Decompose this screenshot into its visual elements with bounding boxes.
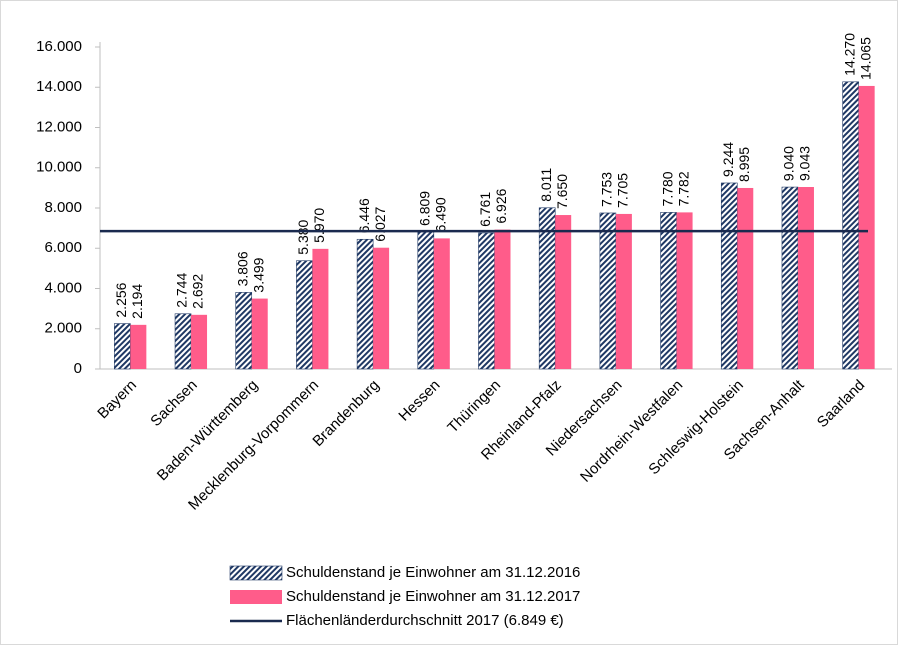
value-label: 7.753 bbox=[599, 172, 615, 207]
legend-label: Schuldenstand je Einwohner am 31.12.2017 bbox=[286, 588, 580, 605]
bar bbox=[842, 81, 859, 370]
legend-swatch bbox=[230, 590, 282, 604]
bar bbox=[555, 215, 572, 369]
value-label: 3.499 bbox=[250, 257, 266, 292]
bar bbox=[114, 323, 131, 370]
bar bbox=[174, 313, 192, 370]
value-label: 2.256 bbox=[113, 282, 129, 317]
value-label: 6.809 bbox=[417, 191, 433, 226]
value-label: 6.490 bbox=[433, 197, 449, 232]
value-label: 8.995 bbox=[736, 147, 752, 182]
bar bbox=[781, 186, 799, 370]
y-tick-label: 8.000 bbox=[44, 199, 82, 216]
bar bbox=[251, 298, 268, 369]
y-tick-label: 12.000 bbox=[36, 118, 82, 135]
y-tick-label: 2.000 bbox=[44, 320, 82, 337]
bar bbox=[720, 182, 738, 370]
value-label: 9.043 bbox=[797, 146, 813, 181]
bar bbox=[235, 292, 253, 370]
legend-label: Schuldenstand je Einwohner am 31.12.2016 bbox=[286, 564, 580, 581]
y-tick-label: 4.000 bbox=[44, 279, 82, 296]
bar bbox=[494, 229, 511, 369]
bar bbox=[660, 212, 677, 370]
value-label: 7.782 bbox=[675, 171, 691, 206]
value-label: 2.744 bbox=[174, 273, 190, 308]
bar bbox=[615, 213, 632, 369]
bar bbox=[599, 212, 617, 370]
value-label: 6.761 bbox=[477, 192, 493, 227]
value-label: 8.011 bbox=[538, 168, 554, 202]
value-label: 5.970 bbox=[311, 208, 327, 243]
bar bbox=[797, 187, 814, 369]
value-label: 14.065 bbox=[857, 37, 873, 80]
value-label: 2.194 bbox=[129, 284, 145, 319]
y-tick-label: 10.000 bbox=[36, 159, 82, 176]
y-tick-label: 14.000 bbox=[36, 78, 82, 95]
bar bbox=[296, 260, 313, 370]
value-label: 6.446 bbox=[356, 198, 372, 233]
value-label: 9.244 bbox=[720, 142, 736, 177]
bar bbox=[130, 324, 147, 369]
bar bbox=[858, 85, 875, 370]
value-label: 6.027 bbox=[372, 206, 388, 241]
bar bbox=[417, 231, 435, 370]
bar bbox=[312, 248, 329, 369]
bar bbox=[356, 238, 374, 370]
value-label: 7.780 bbox=[659, 171, 675, 206]
bar bbox=[676, 212, 693, 369]
y-tick-label: 6.000 bbox=[44, 239, 82, 256]
legend-swatch bbox=[229, 565, 283, 581]
y-tick-label: 0 bbox=[74, 360, 82, 377]
bar bbox=[478, 232, 495, 370]
value-label: 7.705 bbox=[615, 173, 631, 208]
value-label: 3.806 bbox=[234, 251, 250, 286]
value-label: 5.380 bbox=[295, 219, 311, 254]
bar bbox=[191, 314, 208, 369]
value-label: 9.040 bbox=[781, 146, 797, 181]
bar bbox=[373, 247, 390, 369]
y-tick-label: 16.000 bbox=[36, 38, 82, 55]
value-label: 6.926 bbox=[493, 188, 509, 223]
value-label: 7.650 bbox=[554, 174, 570, 209]
value-label: 2.692 bbox=[190, 274, 206, 309]
bar bbox=[737, 187, 754, 369]
bar bbox=[433, 238, 450, 369]
legend-label: Flächenländerdurchschnitt 2017 (6.849 €) bbox=[286, 612, 564, 629]
value-label: 14.270 bbox=[841, 33, 857, 76]
